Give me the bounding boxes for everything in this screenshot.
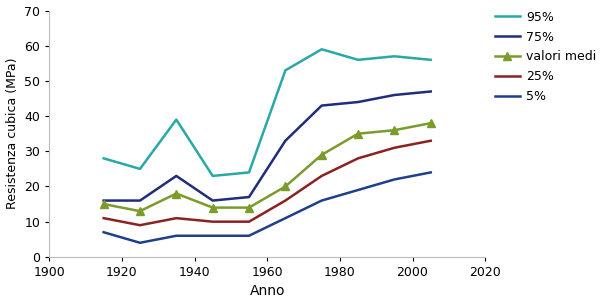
valori medi [137, 209, 144, 213]
Line: 5%: 5% [104, 172, 431, 243]
95% [245, 171, 253, 174]
75% [137, 199, 144, 202]
95% [137, 167, 144, 171]
95% [209, 174, 216, 178]
25% [173, 216, 180, 220]
25% [100, 216, 107, 220]
95% [391, 54, 398, 58]
25% [137, 223, 144, 227]
5% [391, 178, 398, 181]
5% [137, 241, 144, 245]
95% [173, 118, 180, 122]
valori medi [318, 153, 325, 157]
valori medi [391, 128, 398, 132]
25% [391, 146, 398, 150]
95% [100, 157, 107, 160]
valori medi [354, 132, 362, 136]
25% [427, 139, 435, 143]
X-axis label: Anno: Anno [249, 285, 285, 299]
25% [209, 220, 216, 223]
95% [282, 68, 289, 72]
75% [209, 199, 216, 202]
25% [245, 220, 253, 223]
95% [427, 58, 435, 62]
75% [173, 174, 180, 178]
5% [427, 171, 435, 174]
75% [318, 104, 325, 107]
95% [318, 47, 325, 51]
5% [100, 230, 107, 234]
95% [354, 58, 362, 62]
Line: 75%: 75% [104, 92, 431, 201]
75% [391, 93, 398, 97]
Y-axis label: Resistenza cubica (MPa): Resistenza cubica (MPa) [5, 58, 19, 209]
5% [318, 199, 325, 202]
75% [427, 90, 435, 93]
5% [245, 234, 253, 237]
75% [100, 199, 107, 202]
5% [209, 234, 216, 237]
Line: 95%: 95% [104, 49, 431, 176]
Line: 25%: 25% [104, 141, 431, 225]
75% [354, 100, 362, 104]
25% [318, 174, 325, 178]
valori medi [100, 202, 107, 206]
5% [354, 188, 362, 192]
valori medi [245, 206, 253, 209]
25% [282, 199, 289, 202]
valori medi [173, 192, 180, 195]
valori medi [282, 185, 289, 188]
Legend: 95%, 75%, valori medi, 25%, 5%: 95%, 75%, valori medi, 25%, 5% [490, 6, 601, 108]
75% [245, 195, 253, 199]
valori medi [209, 206, 216, 209]
Line: valori medi: valori medi [100, 119, 435, 215]
5% [173, 234, 180, 237]
5% [282, 216, 289, 220]
25% [354, 157, 362, 160]
valori medi [427, 121, 435, 125]
75% [282, 139, 289, 143]
